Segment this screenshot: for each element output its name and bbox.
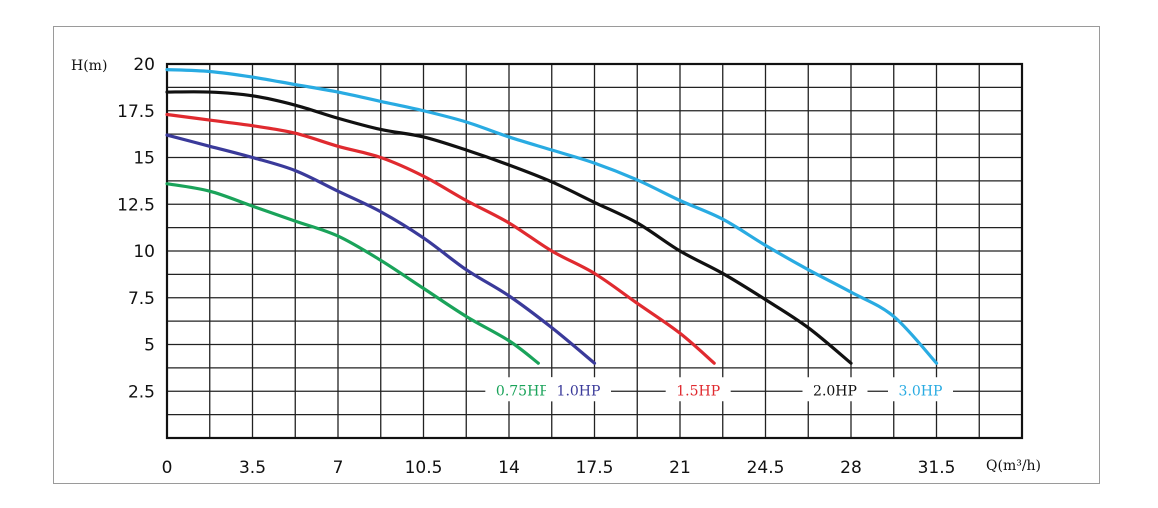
series-line-1_5HP [165,112,716,365]
legend-label: 1.0HP [557,383,601,399]
legend-box [665,377,731,402]
x-tick-label: 3.5 [239,458,266,478]
y-axis-label: H(m) [71,58,107,74]
x-tick-label: 7 [333,458,344,478]
y-tick-label: 5 [144,336,155,356]
plot-border [165,62,1024,440]
series-line-2_0HP [165,90,853,365]
y-tick-label: 17.5 [117,102,155,122]
y-tick-label: 20 [133,55,155,75]
legend-box [888,377,953,402]
legend-item-1_0HP: 1.0HP [546,377,611,402]
x-tick-label: 28 [840,458,862,478]
x-tick-label: 14 [498,458,520,478]
legend-item-1_5HP: 1.5HP [665,377,731,402]
series-line-0_75HP [165,182,540,365]
legend-box [802,377,868,402]
y-tick-label: 15 [133,149,155,169]
chart-frame: 0.75HP 1.0HP 1.5HP 2.0HP 3.0HP 0 3.5 7 10.5 14 17… [53,26,1100,484]
y-tick-label: 12.5 [117,195,155,215]
legend-box [546,377,611,402]
series-line-3_0HP [165,68,939,365]
x-tick-label: 21 [669,458,691,478]
x-tick-label: 0 [162,458,173,478]
pump-curve-chart: 0.75HP 1.0HP 1.5HP 2.0HP 3.0HP 0 3.5 7 10.5 14 17… [71,55,1041,478]
x-tick-label: 24.5 [747,458,785,478]
axes [165,62,1024,440]
y-tick-label: 2.5 [128,382,155,402]
legend-item-3_0HP: 3.0HP [888,377,953,402]
legend-label: 0.75HP [496,383,549,399]
y-tick-label: 7.5 [128,289,155,309]
y-tick-label: 10 [133,242,155,262]
legend: 0.75HP 1.0HP 1.5HP 2.0HP 3.0HP [485,377,953,402]
legend-label: 3.0HP [899,383,943,399]
x-axis-label: Q(m³/h) [986,458,1041,474]
tick-labels: 0 3.5 7 10.5 14 17.5 21 24.5 28 31.5 2.5 5 7.5 10 12.5… [117,55,955,478]
x-tick-label: 17.5 [576,458,614,478]
legend-label: 2.0HP [813,383,857,399]
series-line-1_0HP [165,133,597,365]
legend-item-2_0HP: 2.0HP [802,377,868,402]
x-tick-label: 31.5 [918,458,956,478]
x-tick-label: 10.5 [405,458,443,478]
series-layer [165,68,939,365]
legend-label: 1.5HP [676,383,720,399]
